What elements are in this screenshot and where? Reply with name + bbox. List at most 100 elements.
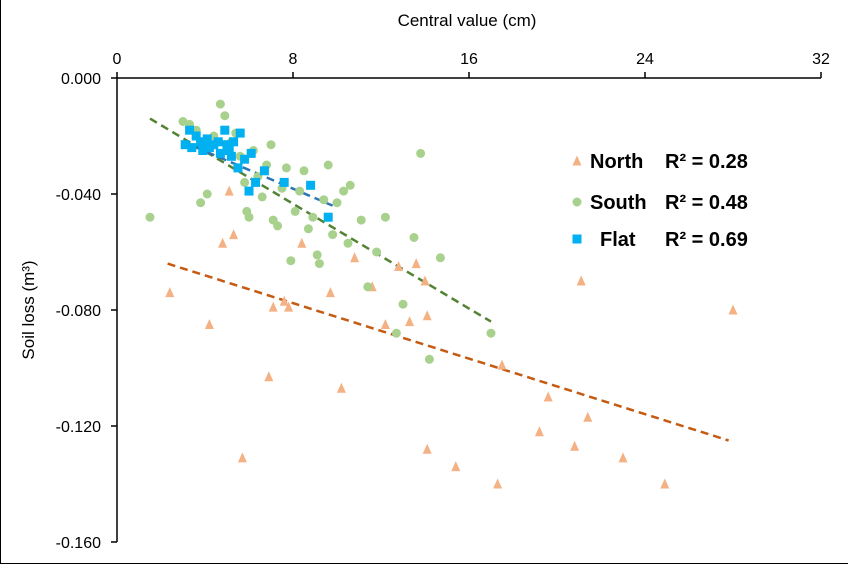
point-north (570, 440, 580, 451)
legend-label-south: South (590, 192, 647, 214)
point-flat (229, 137, 239, 147)
point-south (356, 215, 366, 225)
point-north (534, 426, 544, 437)
point-flat (202, 134, 212, 144)
legend-r2-north: R² = 0.28 (665, 151, 748, 173)
point-south (314, 259, 324, 269)
point-south (424, 354, 434, 364)
point-flat (213, 137, 223, 147)
point-south (435, 253, 445, 263)
point-flat (180, 140, 190, 150)
point-north (204, 319, 214, 329)
point-north (728, 304, 738, 315)
point-south (215, 99, 225, 109)
point-north (165, 287, 175, 298)
point-north (583, 411, 593, 422)
point-south (303, 224, 313, 234)
point-flat (187, 143, 197, 153)
y-tick-label: 0.000 (61, 71, 101, 88)
point-flat (323, 212, 333, 222)
legend-r2-flat: R² = 0.69 (665, 229, 748, 251)
point-flat (251, 177, 261, 187)
point-south (266, 140, 276, 150)
point-south (339, 186, 349, 196)
point-south (328, 230, 338, 240)
point-flat (215, 148, 225, 158)
point-south (299, 166, 309, 176)
point-north (237, 452, 247, 463)
point-north (268, 301, 278, 312)
point-south (295, 186, 305, 196)
legend-marker-north (572, 155, 582, 166)
point-north (325, 287, 335, 298)
point-flat (222, 140, 232, 150)
point-south (409, 233, 419, 242)
point-north (297, 237, 307, 248)
point-flat (185, 125, 195, 135)
point-north (493, 478, 503, 489)
point-flat (240, 154, 250, 164)
point-flat (191, 131, 201, 141)
point-flat (246, 148, 256, 158)
point-flat (220, 125, 230, 135)
point-south (286, 256, 296, 266)
point-south (290, 206, 300, 216)
point-flat (196, 137, 206, 147)
point-north (264, 371, 274, 382)
legend-r2-south: R² = 0.48 (665, 192, 748, 214)
point-north (350, 252, 360, 263)
point-south (273, 221, 283, 231)
point-south (345, 180, 355, 190)
x-tick-label: 24 (636, 51, 654, 68)
point-south (380, 212, 390, 222)
point-south (486, 328, 496, 338)
point-north (497, 359, 507, 370)
legend-marker-flat (572, 234, 582, 244)
point-north (576, 275, 586, 286)
point-north (279, 295, 289, 306)
point-north (411, 258, 421, 269)
point-north (224, 185, 234, 196)
point-north (618, 452, 628, 463)
point-north (405, 316, 415, 327)
point-south (202, 189, 212, 199)
x-tick-label: 16 (460, 51, 478, 68)
x-tick-label: 0 (113, 51, 122, 68)
legend-marker-south (572, 197, 582, 207)
point-south (308, 212, 318, 222)
point-south (332, 198, 342, 208)
point-north (284, 301, 294, 312)
point-south (363, 282, 373, 292)
point-north (420, 275, 430, 286)
point-flat (244, 186, 254, 196)
point-north (543, 391, 553, 402)
x-tick-label: 8 (289, 51, 298, 68)
legend: North R² = 0.28 South R² = 0.48 Flat R² = 0.6… (572, 151, 748, 251)
point-south (319, 195, 329, 205)
point-south (281, 163, 291, 173)
point-flat (233, 163, 243, 173)
point-south (391, 328, 401, 338)
point-south (196, 198, 206, 208)
legend-label-north: North (590, 151, 643, 173)
point-south (372, 247, 382, 257)
point-north (422, 443, 432, 454)
point-south (145, 212, 155, 222)
y-tick-label: -0.120 (56, 419, 101, 436)
legend-label-flat: Flat (600, 229, 636, 251)
point-south (398, 299, 408, 309)
point-north (394, 261, 404, 271)
point-north (422, 310, 432, 321)
y-tick-label: -0.160 (56, 535, 101, 552)
y-tick-label: -0.080 (56, 303, 101, 320)
point-flat (198, 146, 208, 155)
point-north (451, 461, 461, 472)
point-south (257, 192, 267, 202)
point-north (660, 478, 670, 489)
point-south (220, 111, 230, 121)
data-points (145, 99, 738, 489)
point-flat (235, 128, 245, 138)
point-north (229, 229, 239, 240)
